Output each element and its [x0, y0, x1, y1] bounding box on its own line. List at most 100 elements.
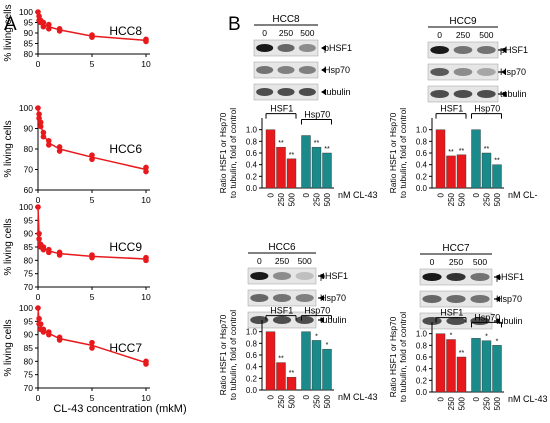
data-point	[40, 133, 47, 140]
bar-y-tick-label: 0.0	[246, 184, 258, 193]
bar-y-tick-label: 0.8	[416, 137, 428, 146]
y-axis-label: % living cells	[3, 4, 14, 61]
bar-category-label: 500	[493, 396, 502, 410]
data-point	[46, 138, 52, 144]
bar	[481, 340, 492, 393]
bar	[492, 345, 502, 393]
bar	[456, 356, 467, 393]
bar-category-label: 250	[483, 396, 492, 410]
y-tick-label: 95	[24, 316, 34, 326]
line-chart-title: HCC7	[109, 341, 142, 355]
data-point	[56, 252, 63, 258]
blot-band	[477, 68, 496, 76]
bar-y-axis-label-line1: Ratio HSF1 or Hsp70	[218, 314, 228, 395]
blot-row-label: Hsp70	[496, 294, 522, 304]
blot-band	[277, 66, 295, 74]
blot-arrowhead	[321, 89, 326, 95]
significance-label: **	[278, 356, 284, 363]
x-tick-label: 10	[141, 292, 151, 302]
x-tick-label: 0	[36, 292, 41, 302]
y-tick-label: 100	[19, 103, 33, 113]
data-point	[89, 34, 95, 40]
significance-label: **	[314, 140, 320, 147]
bar-category-label: 500	[288, 192, 297, 206]
data-point	[37, 321, 44, 327]
blot-arrowhead	[495, 296, 500, 302]
blot-title: HCC6	[268, 242, 296, 253]
data-point	[37, 119, 44, 126]
significance-label: **	[278, 140, 284, 147]
bar-y-axis-label-line1: Ratio HSF1 or Hsp70	[388, 316, 398, 397]
blot-arrowhead	[501, 69, 506, 75]
bar	[435, 129, 446, 189]
blot-arrowhead	[501, 47, 506, 53]
blot-band	[422, 317, 442, 325]
bar-x-unit-label: nM CL-43	[508, 394, 548, 404]
blot-dose-label: 0	[437, 30, 442, 40]
blot-dose-label: 500	[473, 257, 487, 267]
bar-x-unit-label: nM CL-	[508, 190, 538, 200]
data-point	[89, 345, 95, 351]
y-tick-label: 80	[24, 255, 34, 265]
significance-label: **	[494, 158, 500, 165]
blot-band	[298, 88, 316, 96]
data-point	[89, 156, 95, 163]
bar-y-axis-label-line1: Ratio HSF1 or Hsp70	[388, 112, 398, 193]
blot-band	[256, 66, 274, 74]
bar	[322, 348, 332, 391]
significance-label: *	[496, 338, 499, 345]
significance-label: *	[485, 334, 488, 341]
bar-category-label: 250	[277, 192, 286, 206]
blot-title: HCC8	[272, 14, 300, 25]
data-point	[46, 21, 52, 28]
bar	[311, 146, 322, 189]
bar-category-label: 500	[493, 192, 502, 206]
bar	[276, 146, 286, 189]
data-point	[143, 38, 149, 45]
bar	[471, 129, 481, 189]
bar-y-axis-label-line2: to tubulin, fold of control	[398, 312, 408, 402]
blot-dose-label: 250	[449, 257, 463, 267]
blot-band	[250, 272, 269, 280]
blot-band	[453, 90, 473, 98]
blot-row-label: tubulin	[320, 315, 347, 325]
data-point	[46, 26, 52, 32]
y-tick-label: 75	[24, 269, 34, 279]
y-tick-label: 95	[24, 18, 34, 28]
blot-band	[430, 46, 449, 54]
x-tick-label: 10	[141, 59, 151, 69]
group-label: HSF1	[440, 104, 463, 114]
bar	[471, 338, 481, 393]
group-label: Hsp70	[304, 110, 330, 120]
blot-row-label: Hsp70	[500, 67, 526, 77]
data-point	[40, 246, 47, 253]
viability-xlabel: CL-43 concentration (mkM)	[53, 403, 186, 415]
bar-category-label: 0	[302, 192, 311, 197]
x-tick-label: 10	[141, 195, 151, 205]
blot-row-label: pHSF1	[496, 272, 524, 282]
bar-category-label: 250	[277, 394, 286, 408]
blot-row-label: tubulin	[500, 89, 527, 99]
bar-y-tick-label: 0.2	[416, 172, 428, 181]
blot-band	[453, 68, 473, 76]
bar-category-label: 500	[323, 192, 332, 206]
significance-label: *	[326, 342, 329, 349]
x-tick-label: 10	[141, 393, 151, 403]
blot-dose-label: 500	[298, 256, 312, 266]
data-point	[37, 123, 44, 130]
bar-category-label: 0	[302, 394, 311, 399]
bar	[301, 135, 311, 189]
y-tick-label: 80	[24, 49, 34, 59]
data-point	[36, 236, 42, 242]
bar	[311, 340, 322, 391]
group-label: Hsp70	[304, 306, 330, 316]
blot-band	[446, 295, 466, 303]
significance-label: *	[315, 333, 318, 340]
group-label: HSF1	[440, 308, 463, 318]
bar-category-label: 0	[267, 394, 276, 399]
y-tick-label: 80	[24, 144, 34, 154]
blot-band	[272, 294, 292, 302]
bar-y-tick-label: 0.6	[416, 149, 428, 158]
blot-arrowhead	[321, 67, 326, 73]
blot-dose-label: 0	[257, 256, 262, 266]
